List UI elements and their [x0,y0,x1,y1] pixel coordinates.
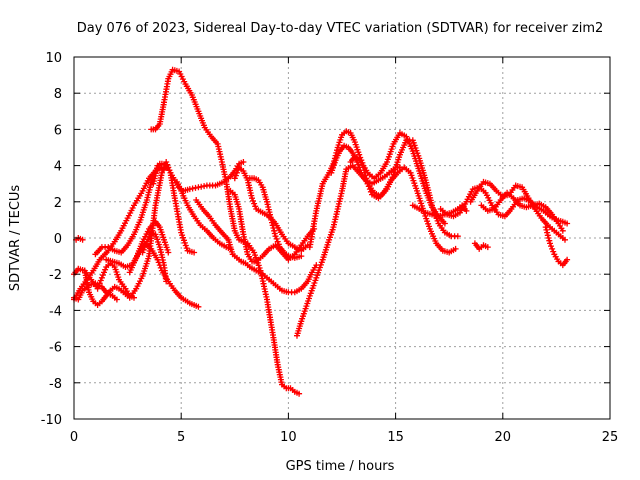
series-arc-16 [246,175,305,261]
y-tick-label: -2 [49,268,62,283]
series-markers [92,160,163,258]
series-arc-19 [328,137,461,240]
series-arc-26 [542,224,571,269]
y-tick-label: -8 [49,377,62,392]
series-arc-12 [173,178,234,252]
series-markers [126,218,172,276]
series-arc-4 [73,235,86,243]
y-tick-label: 6 [54,123,62,138]
series-arc-15 [231,164,311,254]
series-arc-5 [81,159,198,308]
series-markers [471,240,491,252]
x-tick-label: 15 [387,430,404,445]
series-arc-20 [347,153,459,256]
series-markers [148,66,303,397]
series-arc-10 [150,159,247,194]
series-markers [73,235,86,243]
series-markers [478,189,566,234]
series-arc-6 [92,160,163,258]
series-markers [193,197,320,296]
y-tick-label: 0 [54,232,62,247]
series-trace [195,198,318,294]
y-tick-label: 4 [54,160,62,175]
series-arc-18 [306,128,448,251]
x-axis-label: GPS time / hours [286,459,395,474]
series-arc-9 [139,229,170,285]
chart-title: Day 076 of 2023, Sidereal Day-to-day VTE… [77,21,604,36]
x-tick-label: 25 [602,430,619,445]
tick-labels: 0 5 10 15 20 25 -10 -8 -6 -4 -2 0 2 4 6 8 10 [41,51,619,445]
series-arc-24 [478,189,566,234]
axis-ticks [73,56,611,420]
x-tick-label: 20 [495,430,512,445]
series-arc-8 [126,218,172,276]
series-markers [542,224,571,269]
series-markers [347,153,459,256]
series-markers [231,164,311,254]
series-arc-11 [148,66,303,397]
series-arc-13 [193,197,320,296]
series-layer [71,66,571,397]
grid [74,57,610,419]
series-arc-22 [437,184,571,227]
y-tick-label: 2 [54,196,62,211]
series-markers [328,137,461,240]
y-axis-label: SDTVAR / TECUs [8,185,23,292]
series-markers [81,159,198,308]
series-markers [173,178,234,252]
y-tick-label: -10 [41,413,62,428]
y-tick-label: 8 [54,87,62,102]
x-tick-label: 10 [280,430,297,445]
series-arc-25 [471,240,491,252]
series-markers [246,175,305,261]
x-tick-label: 0 [70,430,78,445]
y-tick-label: -6 [49,341,62,356]
series-arc-23 [467,178,568,243]
y-tick-label: 10 [45,51,62,66]
series-markers [150,159,247,194]
series-markers [306,128,448,251]
y-tick-label: -4 [49,304,62,319]
series-markers [139,229,170,285]
x-tick-label: 5 [177,430,185,445]
series-markers [437,184,571,227]
